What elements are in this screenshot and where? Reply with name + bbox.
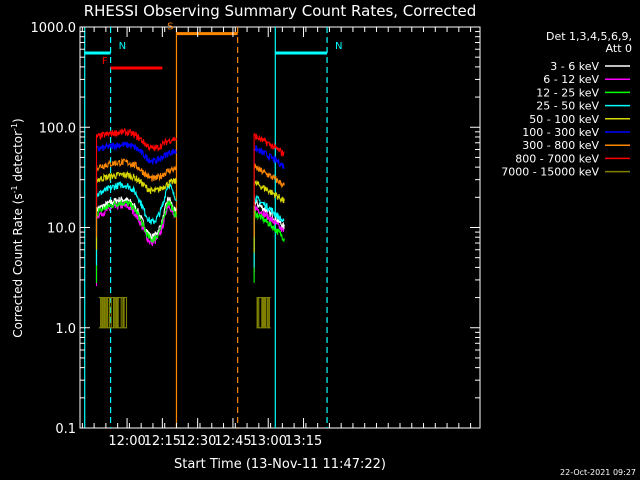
flag-label: N	[119, 41, 126, 52]
series-25-50kev-line	[253, 194, 285, 268]
y-axis-label-part: Corrected Count Rate (s	[11, 193, 25, 337]
y-tick-label: 100.0	[39, 121, 76, 136]
y-axis-label-sup: -1	[10, 123, 19, 131]
legend-item-label: 3 - 6 keV	[550, 60, 599, 73]
series-100-300kev-line	[95, 141, 177, 220]
timestamp: 22-Oct-2021 09:27	[560, 468, 636, 477]
x-tick-label: 13:00	[250, 434, 287, 449]
series-6-12kev-line	[253, 203, 285, 278]
legend-header-line1: Det 1,3,4,5,6,9,	[546, 30, 632, 43]
y-axis-label-part: )	[11, 118, 25, 123]
x-tick-label: 12:00	[108, 434, 145, 449]
legend-item-label: 7000 - 15000 keV	[501, 166, 599, 179]
series-7000-15000-kev-line	[256, 297, 271, 329]
series-300-800kev-line	[95, 157, 178, 238]
series-25-50kev-line	[95, 181, 177, 266]
series-800-7000kev-line	[253, 133, 285, 206]
y-axis: 0.1 1.0 10.0 100.0 1000.0	[31, 21, 480, 437]
flag-label: F	[102, 56, 108, 67]
x-tick-label: 13:15	[285, 434, 322, 449]
legend-item-label: 800 - 7000 keV	[515, 152, 599, 165]
legend-item-label: 100 - 300 keV	[522, 126, 599, 139]
legend-item-label: 50 - 100 keV	[529, 113, 599, 126]
x-axis-label: Start Time (13-Nov-11 11:47:22)	[174, 457, 386, 472]
series-12-25kev-line	[253, 209, 285, 283]
y-tick-label: 1000.0	[31, 21, 77, 36]
flag-label: S	[167, 22, 173, 33]
series-12-25kev-line	[95, 199, 178, 283]
y-axis-label-sup: -1	[10, 185, 19, 193]
legend-item-label: 12 - 25 keV	[536, 86, 599, 99]
y-tick-label: 1.0	[55, 322, 76, 337]
y-axis-label-part: detector	[11, 131, 25, 186]
legend-item-label: 25 - 50 keV	[536, 100, 599, 113]
y-axis-label: Corrected Count Rate (s-1 detector-1)	[10, 118, 25, 337]
x-tick-label: 12:45	[214, 434, 251, 449]
y-tick-label: 0.1	[55, 422, 76, 437]
y-tick-label: 10.0	[47, 222, 76, 237]
series-7000-15000-kev-line	[98, 297, 128, 329]
legend-item-label: 6 - 12 keV	[543, 73, 599, 86]
series-100-300kev-line	[253, 145, 285, 219]
legend-item-label: 300 - 800 keV	[522, 139, 599, 152]
flag-label: N	[335, 41, 342, 52]
x-tick-label: 12:30	[179, 434, 216, 449]
chart-marks: N NFS	[84, 22, 343, 428]
series-300-800kev-line	[253, 162, 285, 238]
chart-title: RHESSI Observing Summary Count Rates, Co…	[84, 2, 477, 20]
x-tick-label: 12:15	[144, 434, 181, 449]
series-800-7000kev-line	[95, 127, 178, 207]
series-50-100kev-line	[253, 180, 285, 253]
series-50-100kev-line	[95, 170, 177, 250]
legend-header-line2: Att 0	[606, 42, 632, 55]
